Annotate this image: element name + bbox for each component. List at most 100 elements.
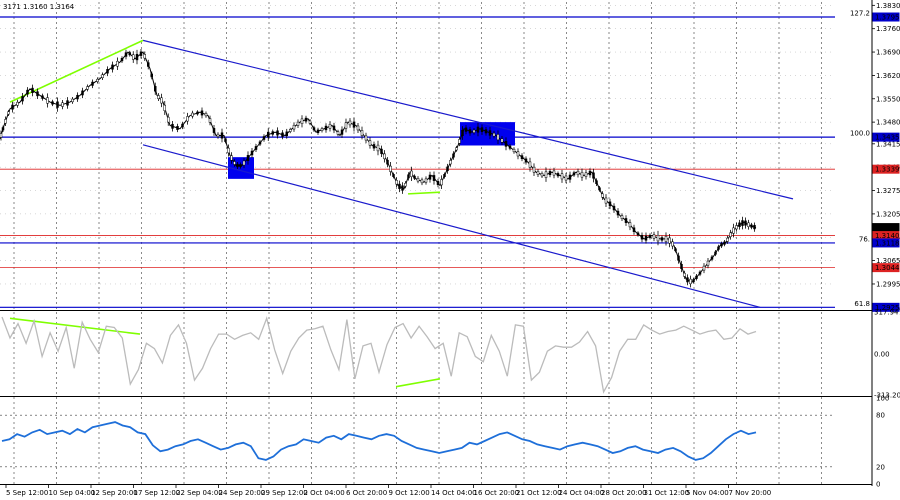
candle-body: [224, 139, 227, 142]
candle-body: [340, 129, 344, 135]
candle-body: [710, 256, 714, 260]
rsi-tick-label: 80: [876, 412, 885, 420]
candle-body: [154, 86, 157, 92]
candle-body: [392, 174, 395, 177]
x-tick-label: 9 Oct 12:00: [389, 489, 430, 497]
candle-body: [308, 120, 312, 124]
price-tag: [872, 12, 900, 22]
candle-body: [236, 163, 239, 168]
candle-body: [246, 155, 250, 161]
candle-body: [492, 132, 496, 137]
candle-body: [147, 62, 150, 67]
cci-tick-label: -313.204: [874, 392, 900, 400]
candle-body: [432, 175, 436, 181]
candle-body: [714, 251, 717, 255]
candle-body: [648, 234, 652, 238]
candle-body: [7, 111, 10, 115]
candle-body: [449, 160, 452, 165]
candle-body: [336, 131, 340, 135]
candle-body: [726, 237, 729, 242]
candle-body: [595, 180, 598, 184]
candle-body: [729, 232, 732, 237]
candle-body: [128, 52, 131, 56]
candle-body: [212, 128, 216, 133]
candle-body: [372, 144, 376, 149]
candle-body: [51, 101, 54, 105]
candle-body: [744, 220, 747, 226]
candle-body: [576, 170, 580, 176]
x-tick-label: 6 Oct 20:00: [346, 489, 387, 497]
price-tag-label: 1.3140: [875, 232, 900, 240]
candle-body: [504, 141, 508, 147]
candle-body: [750, 224, 753, 228]
candle-body: [480, 127, 484, 132]
price-tag: [872, 302, 900, 312]
candle-body: [143, 54, 146, 59]
candle-body: [572, 172, 576, 176]
rsi-series: [1, 421, 757, 461]
candle-body: [528, 161, 532, 168]
candle-body: [111, 64, 114, 70]
price-tag: [872, 164, 900, 174]
candle-body: [735, 225, 738, 230]
candle-body: [204, 113, 208, 117]
candle-body: [592, 172, 595, 179]
x-tick-label: 29 Sep 12:00: [261, 489, 308, 497]
candle-body: [81, 90, 84, 96]
candle-body: [656, 234, 660, 242]
price-tag-label: 1.3164: [875, 224, 900, 232]
x-tick-label: 24 Sep 20:00: [219, 489, 266, 497]
candle-body: [200, 110, 204, 116]
candle-body: [404, 183, 407, 187]
candle-body: [540, 173, 544, 177]
y-tick-label: 1.3205: [876, 210, 900, 218]
candle-body: [717, 246, 720, 250]
candle-body: [324, 125, 328, 131]
candle-body: [16, 101, 19, 106]
cci-series: [1, 316, 757, 394]
candle-body: [436, 181, 440, 185]
candle-body: [181, 123, 184, 128]
level-label: 127.2: [850, 10, 870, 18]
x-tick-label: 12 Sep 20:00: [91, 489, 138, 497]
candle-body: [312, 127, 316, 131]
cci-tick-label: 0.00: [874, 350, 890, 358]
candle-body: [91, 81, 94, 86]
y-tick-label: 1.3550: [876, 95, 900, 103]
candle-body: [41, 95, 44, 99]
x-tick-label: 7 Nov 20:00: [729, 489, 772, 497]
candle-body: [512, 148, 516, 153]
candle-body: [628, 222, 632, 228]
candle-body: [250, 150, 254, 156]
candle-body: [416, 178, 420, 182]
candle-body: [124, 52, 128, 57]
candle-body: [292, 124, 296, 130]
candle-body: [289, 129, 292, 132]
rsi-line: [1, 421, 757, 461]
candle-body: [61, 102, 64, 107]
candle-body: [680, 263, 683, 269]
candle-body: [636, 232, 640, 236]
candle-body: [26, 89, 29, 95]
price-tag: [872, 263, 900, 273]
candle-body: [300, 118, 304, 124]
candle-body: [524, 158, 528, 163]
candle-body: [544, 171, 548, 178]
candle-body: [163, 104, 166, 111]
y-tick-label: 1.3065: [876, 257, 900, 265]
candle-body: [356, 125, 360, 131]
candle-body: [242, 160, 246, 166]
candle-body: [692, 279, 695, 282]
candle-body: [96, 78, 99, 82]
candle-body: [380, 148, 383, 154]
candle-body: [186, 116, 189, 122]
candle-body: [496, 134, 500, 141]
candle-body: [348, 120, 352, 126]
candle-body: [360, 130, 364, 136]
candle-body: [132, 54, 135, 60]
candle-body: [464, 127, 468, 132]
y-tick-label: 1.3760: [876, 25, 900, 33]
candle-body: [116, 60, 119, 67]
